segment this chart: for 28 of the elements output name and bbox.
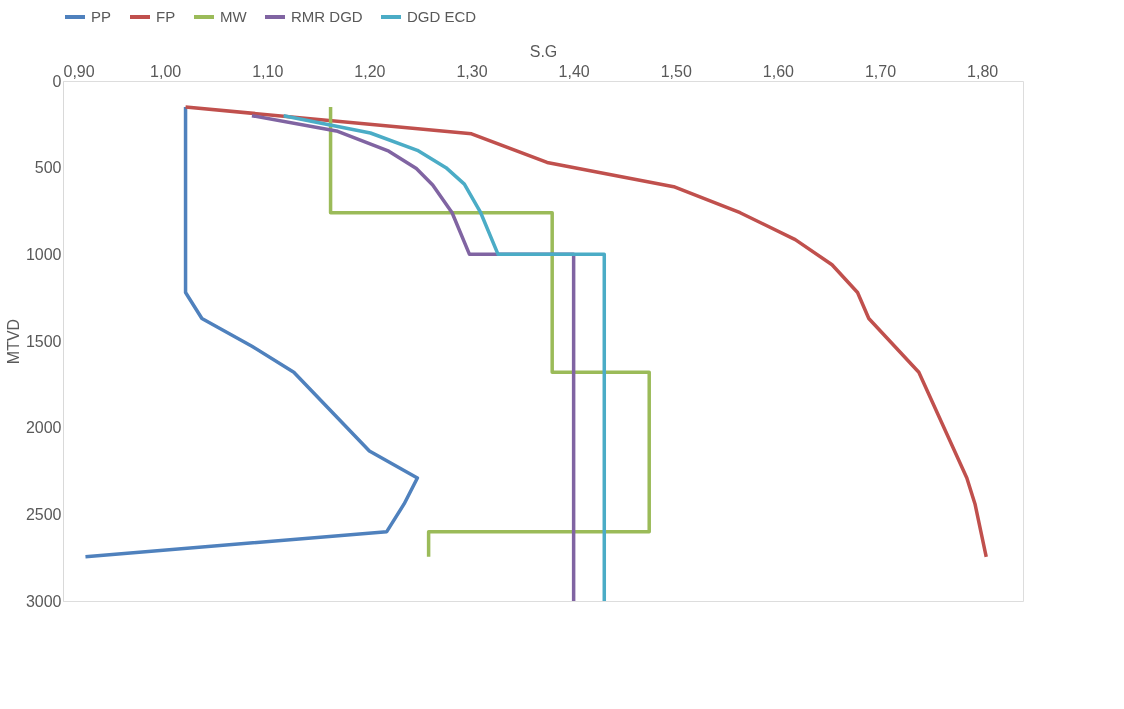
legend-label: RMR DGD xyxy=(291,8,363,25)
y-tick-label: 1500 xyxy=(25,332,62,350)
line-series xyxy=(183,105,988,559)
line-series xyxy=(328,105,651,559)
line-series xyxy=(83,105,420,559)
x-tick-label: 1,50 xyxy=(660,62,692,80)
legend-label: PP xyxy=(91,8,112,25)
x-tick-label: 1,40 xyxy=(558,62,590,80)
y-tick-label: 500 xyxy=(34,159,62,177)
x-axis-title: S.G xyxy=(529,42,558,60)
x-tick-label: 1,10 xyxy=(252,62,284,80)
x-tick-label: 1,30 xyxy=(456,62,488,80)
y-tick-label: 2500 xyxy=(25,505,62,523)
x-tick-label: 1,00 xyxy=(150,62,182,80)
x-tick-label: 1,80 xyxy=(967,62,999,80)
y-tick-label: 3000 xyxy=(25,592,62,610)
line-series xyxy=(281,113,607,601)
y-tick-label: 0 xyxy=(52,72,62,90)
x-tick-label: 1,20 xyxy=(354,62,386,80)
x-tick-label: 1,60 xyxy=(762,62,795,80)
legend-label: MW xyxy=(220,8,248,25)
x-tick-label: 1,70 xyxy=(864,62,897,80)
y-tick-label: 2000 xyxy=(25,419,62,437)
y-axis-title: MTVD xyxy=(4,318,22,365)
legend-label: FP xyxy=(156,8,176,25)
y-tick-label: 1000 xyxy=(25,245,62,263)
legend-label: DGD ECD xyxy=(407,8,477,25)
x-tick-label: 0,90 xyxy=(63,62,95,80)
